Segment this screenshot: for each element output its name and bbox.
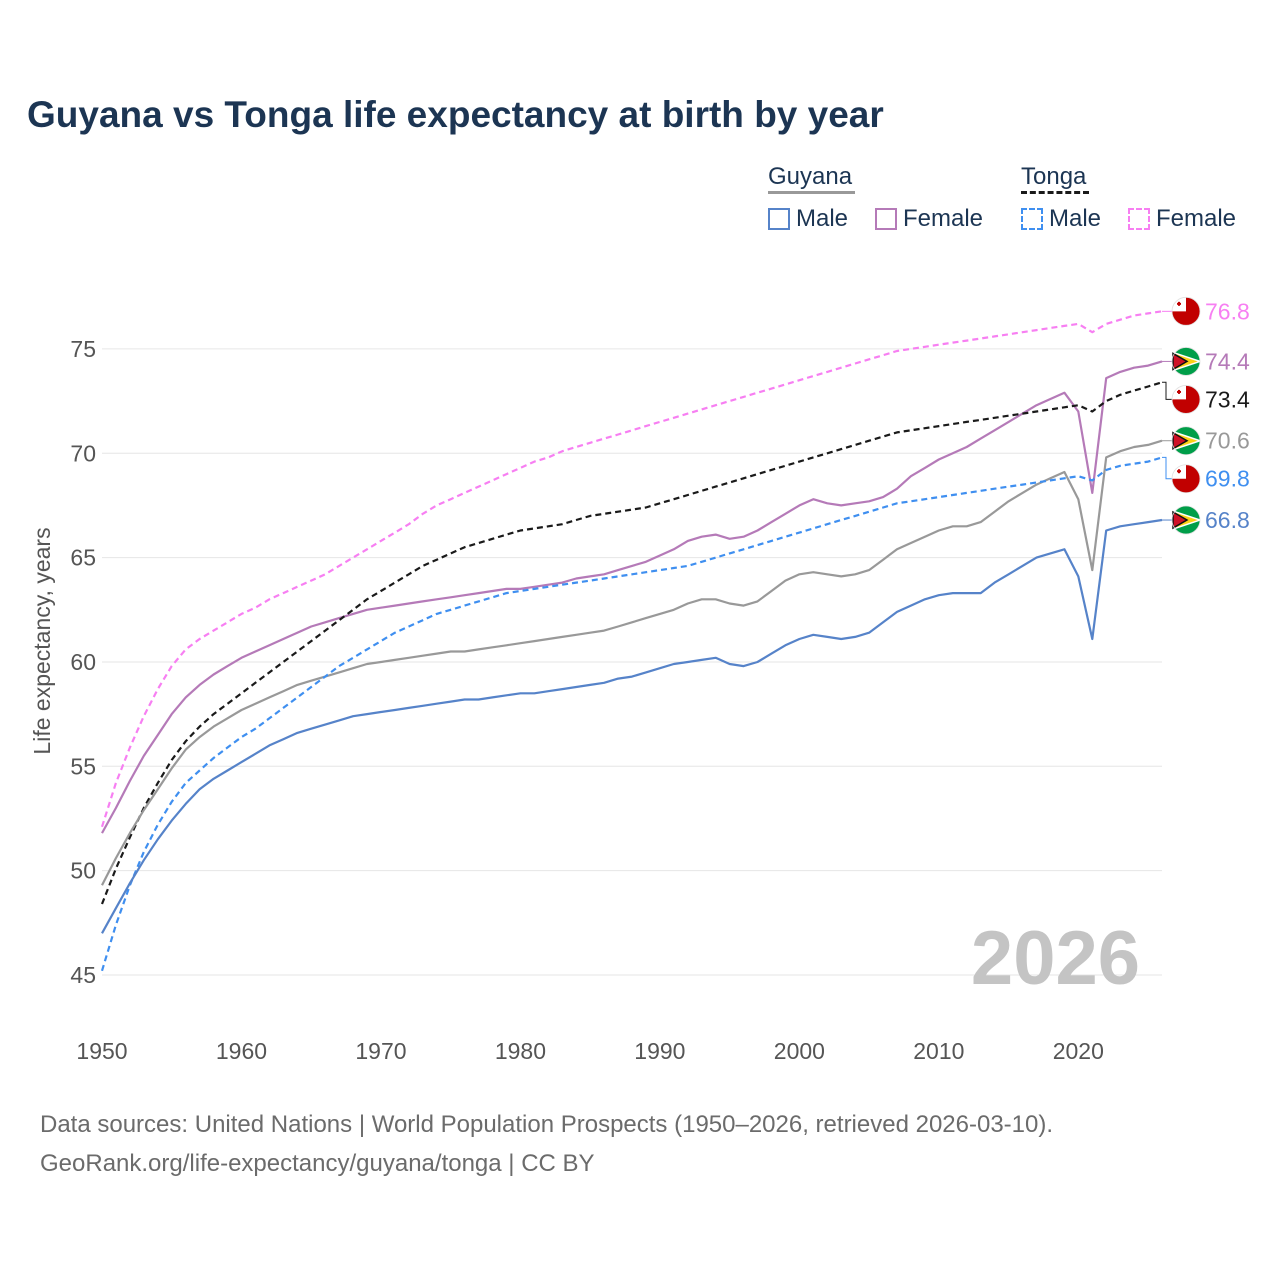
tonga-flag-icon [1171, 464, 1201, 494]
series-line-4 [100, 456, 1163, 972]
legend-guyana-female[interactable]: Female [875, 205, 983, 233]
legend-label-guyana-male: Male [796, 205, 849, 232]
legend-tonga-underline [1021, 191, 1089, 194]
legend-tonga-title: Tonga [1021, 163, 1087, 190]
legend-guyana-male[interactable]: Male [768, 205, 848, 233]
y-tick-label: 60 [70, 649, 96, 675]
legend-guyana-underline [768, 191, 855, 194]
series-line-0 [100, 310, 1163, 828]
legend-tonga-male[interactable]: Male [1021, 205, 1101, 233]
x-tick-label: 1960 [216, 1038, 267, 1064]
y-tick-label: 70 [70, 440, 96, 466]
year-watermark: 2026 [971, 916, 1140, 1001]
series-line-5 [101, 518, 1163, 934]
series-lines [100, 310, 1163, 972]
end-value-label: 73.4 [1205, 386, 1250, 412]
legend-swatch-guyana-female [875, 208, 897, 230]
legend-label-tonga-female: Female [1156, 205, 1237, 232]
y-tick-label: 50 [70, 858, 96, 884]
x-tick-label: 2010 [913, 1038, 964, 1064]
legend-swatch-tonga-male [1021, 208, 1043, 230]
legend-label-guyana-female: Female [903, 205, 984, 232]
x-tick-label: 2000 [774, 1038, 825, 1064]
data-source: Data sources: United Nations | World Pop… [40, 1105, 1053, 1183]
end-label-connector [1162, 381, 1172, 400]
grid-lines [102, 348, 1162, 976]
life-expectancy-chart: 2026 45 50 55 60 65 70 75 1950 1960 1970 1980 1990 2… [29, 296, 1250, 1064]
y-tick-label: 45 [70, 962, 96, 988]
x-tick-label: 2020 [1053, 1038, 1104, 1064]
x-tick-label: 1990 [634, 1038, 685, 1064]
y-axis-label: Life expectancy, years [29, 527, 55, 754]
end-value-label: 66.8 [1205, 507, 1250, 533]
source-line-1: Data sources: United Nations | World Pop… [40, 1111, 1054, 1138]
end-label-connector [1162, 456, 1172, 480]
series-line-1 [101, 360, 1163, 834]
legend-swatch-guyana-male [768, 208, 790, 230]
legend-label-tonga-male: Male [1049, 205, 1102, 232]
chart-title: Guyana vs Tonga life expectancy at birth… [27, 94, 884, 135]
series-line-3 [101, 439, 1163, 886]
axes: 45 50 55 60 65 70 75 1950 1960 1970 1980 1990 2000 20… [70, 336, 1103, 1064]
end-value-label: 69.8 [1205, 466, 1250, 492]
x-tick-label: 1970 [355, 1038, 406, 1064]
guyana-flag-icon [1171, 426, 1203, 456]
end-value-label: 70.6 [1205, 428, 1250, 454]
guyana-flag-icon [1171, 347, 1203, 376]
legend-tonga-female[interactable]: Female [1128, 205, 1236, 233]
x-tick-label: 1980 [495, 1038, 546, 1064]
tonga-flag-icon [1171, 296, 1201, 326]
series-line-2 [100, 381, 1163, 905]
end-value-label: 76.8 [1205, 298, 1250, 324]
y-tick-label: 75 [70, 336, 96, 362]
tonga-flag-icon [1171, 385, 1201, 414]
legend-swatch-tonga-female [1128, 208, 1150, 230]
end-value-label: 74.4 [1205, 348, 1250, 374]
y-tick-label: 65 [70, 545, 96, 571]
legend-guyana-title: Guyana [768, 163, 853, 190]
y-tick-label: 55 [70, 753, 96, 779]
guyana-flag-icon [1171, 505, 1203, 535]
x-tick-label: 1950 [76, 1038, 127, 1064]
end-labels: 76.8 74.4 73.4 70.6 69.8 66.8 [1162, 296, 1250, 535]
source-line-2[interactable]: GeoRank.org/life-expectancy/guyana/tonga… [40, 1150, 595, 1177]
